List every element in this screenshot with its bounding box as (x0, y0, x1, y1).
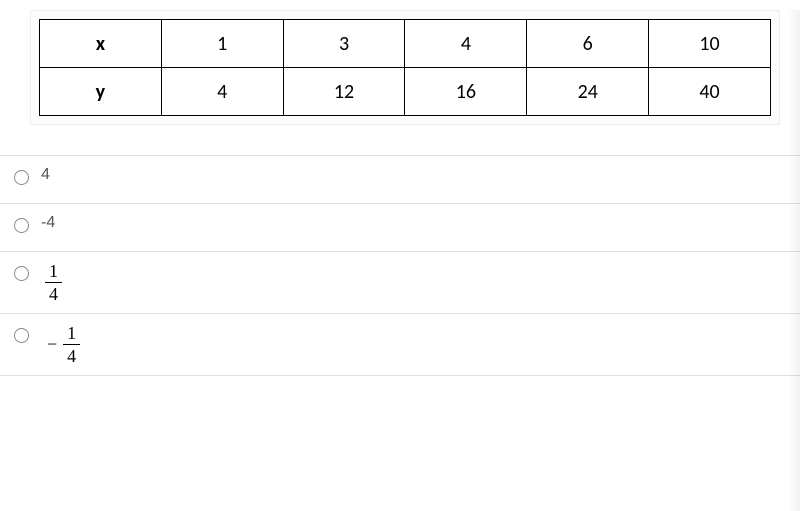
fraction-numerator: 1 (45, 262, 62, 280)
radio-icon[interactable] (14, 328, 29, 343)
data-table: x 1 3 4 6 10 y 4 12 16 24 40 (39, 19, 771, 116)
option-label-0: 4 (41, 166, 50, 184)
cell-x-1: 3 (283, 20, 405, 68)
radio-icon[interactable] (14, 266, 29, 281)
cell-x-2: 4 (405, 20, 527, 68)
option-row-1[interactable]: -4 (0, 203, 800, 251)
radio-icon[interactable] (14, 170, 29, 185)
table-row: y 4 12 16 24 40 (40, 68, 771, 116)
cell-y-2: 16 (405, 68, 527, 116)
cell-y-1: 12 (283, 68, 405, 116)
option-label-1: -4 (41, 214, 55, 232)
option-label-3: − 1 4 (41, 324, 80, 365)
row-header-y: y (40, 68, 162, 116)
fraction-icon: 1 4 (63, 324, 80, 365)
cell-y-4: 40 (649, 68, 771, 116)
fraction-numerator: 1 (63, 324, 80, 342)
fraction-bar (45, 282, 62, 283)
fraction-denominator: 4 (63, 347, 80, 365)
cell-x-4: 10 (649, 20, 771, 68)
neg-fraction-icon: − 1 4 (47, 324, 80, 365)
options-container: 4 -4 1 4 − 1 4 (0, 155, 800, 376)
cell-x-0: 1 (161, 20, 283, 68)
cell-y-3: 24 (527, 68, 649, 116)
fraction-denominator: 4 (45, 285, 62, 303)
option-label-2: 1 4 (41, 262, 62, 303)
option-row-2[interactable]: 1 4 (0, 251, 800, 313)
row-header-x: x (40, 20, 162, 68)
fraction-bar (63, 344, 80, 345)
table-row: x 1 3 4 6 10 (40, 20, 771, 68)
option-row-0[interactable]: 4 (0, 155, 800, 203)
table-container: x 1 3 4 6 10 y 4 12 16 24 40 (30, 10, 780, 125)
fraction-icon: 1 4 (45, 262, 62, 303)
minus-sign: − (47, 334, 57, 355)
cell-y-0: 4 (161, 68, 283, 116)
cell-x-3: 6 (527, 20, 649, 68)
radio-icon[interactable] (14, 218, 29, 233)
option-row-3[interactable]: − 1 4 (0, 313, 800, 376)
